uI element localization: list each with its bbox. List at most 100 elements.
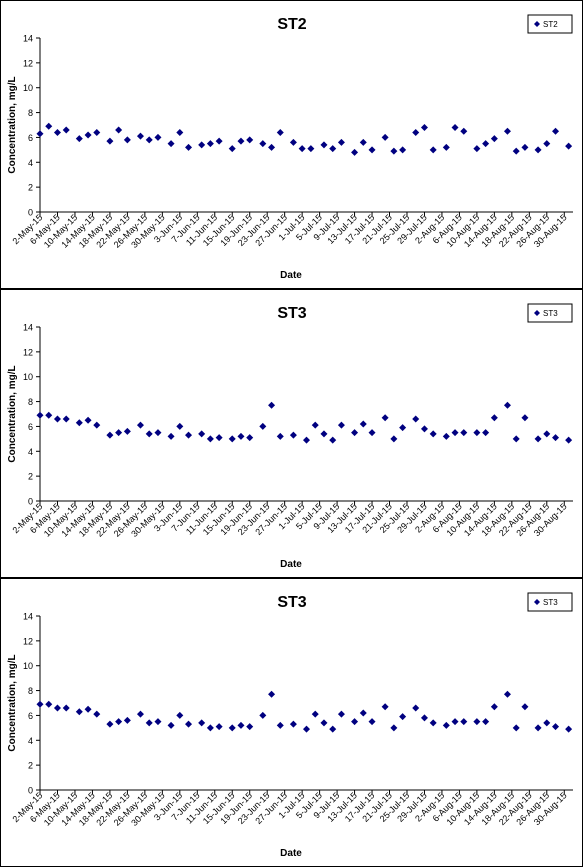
data-point: [36, 130, 44, 138]
y-tick-label: 10: [23, 83, 33, 93]
data-point: [167, 432, 175, 440]
y-tick-label: 12: [23, 58, 33, 68]
x-axis-label: Date: [280, 559, 302, 570]
data-point: [534, 435, 542, 443]
data-point: [442, 721, 450, 729]
data-point: [399, 146, 407, 154]
data-point: [228, 435, 236, 443]
data-point: [53, 415, 61, 423]
data-point: [329, 145, 337, 153]
y-tick-label: 2: [28, 761, 33, 771]
data-point: [399, 424, 407, 432]
data-point: [399, 713, 407, 721]
data-point: [36, 700, 44, 708]
data-point: [115, 429, 123, 437]
data-point: [259, 711, 267, 719]
data-point: [237, 721, 245, 729]
data-point: [390, 724, 398, 732]
data-point: [246, 434, 254, 442]
data-point: [53, 704, 61, 712]
data-point: [145, 136, 153, 144]
data-point: [136, 132, 144, 140]
chart-title: ST2: [277, 16, 306, 33]
data-point: [320, 141, 328, 149]
data-point: [337, 138, 345, 146]
data-point: [482, 718, 490, 726]
y-tick-label: 2: [28, 472, 33, 482]
legend-label: ST2: [543, 20, 558, 29]
y-tick-label: 0: [28, 208, 33, 218]
data-point: [185, 431, 193, 439]
data-point: [62, 704, 70, 712]
data-point: [289, 720, 297, 728]
data-point: [115, 126, 123, 134]
data-point: [460, 127, 468, 135]
data-point: [176, 422, 184, 430]
data-point: [93, 128, 101, 136]
chart-panel-1: ST2 0 2 4 6 8 10 12 14 2-May-15 6-May-15 10-May-15 1…: [0, 0, 583, 289]
data-point: [136, 421, 144, 429]
y-tick-label: 4: [28, 447, 33, 457]
data-point: [420, 123, 428, 131]
legend-box: [527, 592, 573, 612]
data-point: [552, 127, 560, 135]
data-point: [303, 725, 310, 733]
data-point: [368, 718, 376, 726]
data-point: [565, 142, 573, 150]
data-point: [381, 133, 389, 141]
data-point: [503, 690, 511, 698]
data-point: [412, 415, 420, 423]
data-point: [534, 146, 542, 154]
data-point: [176, 711, 184, 719]
data-point: [276, 128, 284, 136]
y-tick-label: 0: [28, 786, 33, 796]
y-tick-label: 6: [28, 133, 33, 143]
data-point: [420, 714, 428, 722]
data-point: [311, 710, 319, 718]
chart-svg-3: ST3024681012142-May-156-May-1510-May-151…: [7, 592, 573, 859]
data-point: [351, 718, 359, 726]
data-point: [268, 143, 276, 151]
data-point: [237, 137, 245, 145]
data-point: [521, 143, 529, 151]
y-tick-label: 4: [28, 736, 33, 746]
data-point: [106, 137, 114, 145]
x-axis-label: Date: [280, 270, 302, 281]
data-point: [237, 432, 245, 440]
data-point: [93, 710, 101, 718]
data-point: [359, 420, 367, 428]
y-tick-label: 14: [23, 34, 33, 44]
data-point: [320, 719, 328, 727]
data-point: [543, 140, 551, 148]
data-point: [123, 716, 131, 724]
data-point: [307, 145, 315, 153]
data-point: [320, 430, 328, 438]
data-point: [167, 140, 175, 148]
legend-label: ST3: [543, 598, 558, 607]
data-point: [259, 140, 267, 148]
data-point: [460, 429, 468, 437]
data-point: [351, 429, 359, 437]
legend-marker: [534, 310, 540, 316]
data-point: [154, 718, 162, 726]
y-tick-label: 6: [28, 711, 33, 721]
data-point: [84, 416, 92, 424]
data-point: [206, 435, 214, 443]
data-point: [93, 421, 101, 429]
y-tick-label: 12: [23, 636, 33, 646]
data-point: [185, 720, 193, 728]
y-tick-label: 6: [28, 422, 33, 432]
y-tick-label: 2: [28, 183, 33, 193]
data-point: [215, 137, 223, 145]
data-point: [75, 419, 83, 427]
data-point: [381, 414, 389, 422]
data-point: [123, 427, 131, 435]
data-point: [482, 429, 490, 437]
data-point: [442, 143, 450, 151]
y-axis-label: Concentration, mg/L: [7, 654, 18, 751]
data-point: [298, 145, 306, 153]
data-point: [368, 429, 376, 437]
data-point: [359, 138, 367, 146]
y-tick-label: 10: [23, 661, 33, 671]
data-point: [154, 133, 162, 141]
